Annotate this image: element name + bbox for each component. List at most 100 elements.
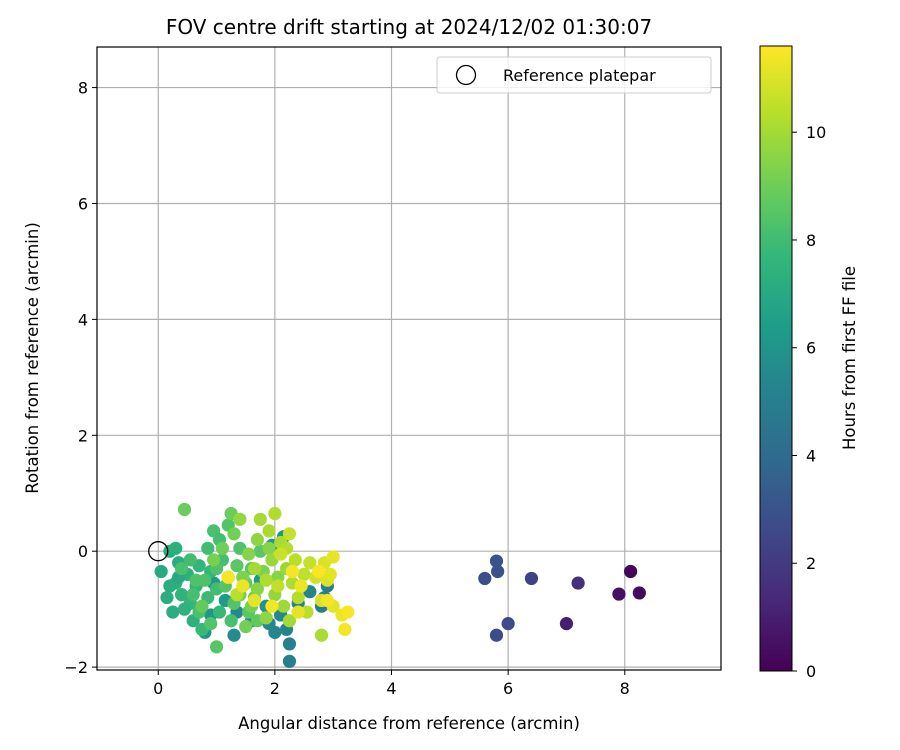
- data-point: [239, 619, 253, 634]
- data-point: [291, 590, 305, 605]
- colorbar-ticks: 0 2 4 6 8 10: [792, 123, 826, 681]
- chart-title: FOV centre drift starting at 2024/12/02 …: [166, 15, 652, 39]
- x-tick-label: 4: [386, 679, 396, 698]
- data-point: [242, 547, 256, 561]
- data-point: [612, 587, 626, 601]
- y-tick-label: 2: [78, 426, 88, 445]
- data-point: [282, 614, 297, 628]
- colorbar-tick-label: 0: [806, 662, 816, 681]
- data-point: [177, 602, 192, 616]
- data-point: [288, 553, 302, 567]
- data-point: [253, 512, 267, 526]
- y-axis-label: Rotation from reference (arcmin): [23, 222, 42, 494]
- x-axis-label: Angular distance from reference (arcmin): [238, 714, 580, 733]
- data-point: [204, 617, 218, 631]
- data-point: [501, 617, 515, 631]
- axis-ticks: 0 2 4 6 8 −2 0 2 4 6 8: [64, 79, 629, 698]
- colorbar: [759, 45, 793, 672]
- colorbar-tick-label: 8: [806, 231, 816, 250]
- data-point: [489, 554, 504, 568]
- data-point: [247, 561, 262, 576]
- data-point: [282, 654, 297, 668]
- plot-points: [148, 502, 646, 668]
- data-point: [524, 571, 539, 586]
- data-point: [163, 579, 177, 593]
- data-point: [262, 541, 276, 555]
- x-tick-label: 6: [503, 679, 513, 698]
- data-point: [177, 502, 192, 517]
- data-point: [491, 564, 505, 579]
- legend-frame: [436, 56, 712, 94]
- data-point: [338, 622, 352, 637]
- data-point: [341, 605, 355, 619]
- data-point: [314, 628, 329, 642]
- y-tick-label: 8: [78, 79, 88, 98]
- data-point: [169, 541, 183, 555]
- data-point: [250, 582, 264, 596]
- data-point: [186, 588, 200, 602]
- data-point: [207, 553, 221, 567]
- data-point: [209, 640, 224, 654]
- colorbar-label: Hours from first FF file: [840, 266, 859, 450]
- data-point: [183, 553, 197, 567]
- y-tick-label: 6: [78, 194, 88, 213]
- data-point: [632, 586, 646, 600]
- data-point: [291, 605, 305, 619]
- legend-label-reference: Reference platepar: [503, 66, 656, 85]
- y-tick-label: 0: [78, 542, 88, 561]
- data-point: [268, 506, 282, 521]
- data-point: [201, 541, 215, 555]
- colorbar-tick-label: 2: [806, 554, 816, 573]
- legend-box: Reference platepar: [436, 56, 712, 94]
- data-point: [274, 547, 288, 561]
- data-point: [277, 599, 291, 613]
- data-point: [323, 567, 337, 581]
- data-point: [326, 550, 340, 564]
- data-point: [230, 559, 244, 573]
- data-point: [489, 628, 504, 642]
- data-point: [224, 614, 238, 628]
- data-point: [262, 524, 276, 538]
- data-point: [174, 588, 189, 602]
- data-point: [236, 579, 250, 593]
- data-point: [259, 573, 273, 587]
- data-point: [160, 590, 174, 605]
- colorbar-tick-label: 10: [806, 123, 826, 142]
- plot-grid: [97, 47, 721, 670]
- data-point: [212, 605, 227, 619]
- x-tick-label: 8: [620, 679, 630, 698]
- x-tick-label: 0: [153, 679, 163, 698]
- data-point: [559, 617, 574, 631]
- data-point: [265, 599, 279, 613]
- plot-frame: [96, 46, 722, 671]
- data-point: [294, 579, 308, 593]
- y-tick-label: −2: [64, 658, 88, 677]
- data-point: [282, 637, 297, 651]
- data-point: [221, 570, 235, 584]
- data-point: [320, 593, 334, 608]
- data-point: [624, 564, 638, 579]
- data-point: [303, 556, 317, 570]
- data-point: [271, 579, 285, 593]
- data-point: [312, 564, 326, 579]
- y-tick-label: 4: [78, 310, 88, 329]
- data-point: [174, 561, 189, 576]
- data-point: [227, 527, 241, 541]
- legend-marker-reference: [455, 64, 477, 86]
- data-point: [259, 611, 273, 625]
- data-point: [227, 628, 241, 642]
- data-point: [285, 564, 299, 579]
- data-point: [571, 576, 585, 590]
- data-point: [247, 593, 262, 608]
- data-point: [297, 567, 311, 581]
- data-point: [282, 527, 297, 541]
- data-point: [478, 571, 492, 586]
- reference-platepar-marker: [148, 541, 169, 562]
- data-point: [154, 564, 168, 579]
- colorbar-tick-label: 4: [806, 446, 816, 465]
- data-point: [233, 512, 247, 526]
- colorbar-tick-label: 6: [806, 339, 816, 358]
- data-point: [195, 599, 209, 613]
- x-tick-label: 2: [270, 679, 280, 698]
